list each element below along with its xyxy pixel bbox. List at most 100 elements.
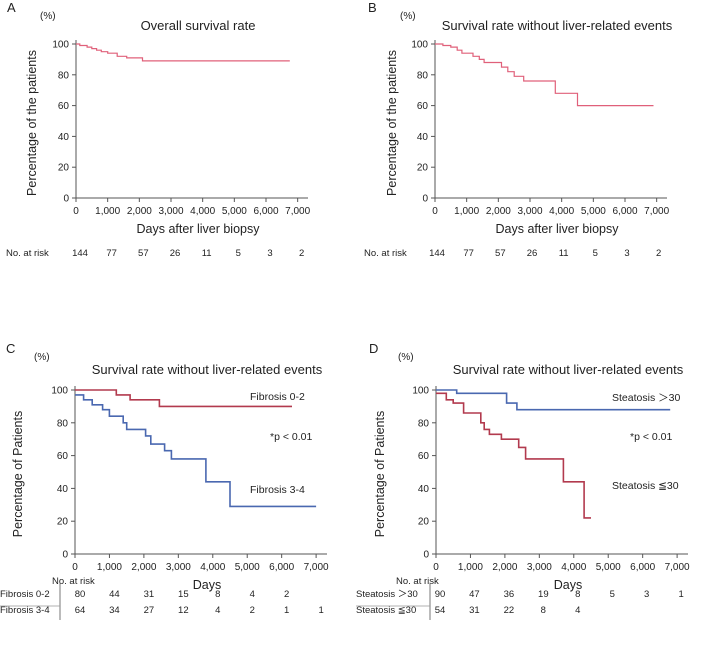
risk-value: 31 bbox=[469, 605, 480, 616]
x-tick-label: 3,000 bbox=[166, 562, 191, 573]
p-value-annotation: *p < 0.01 bbox=[630, 431, 672, 443]
risk-value: 3 bbox=[644, 589, 649, 600]
y-unit-label: (%) bbox=[400, 11, 416, 22]
chart-title: Survival rate without liver-related even… bbox=[442, 18, 673, 33]
x-tick-label: 2,000 bbox=[131, 562, 156, 573]
risk-row: 144 77 57 26 11 5 3 2 bbox=[72, 248, 304, 259]
y-axis-label: Percentage of the patients bbox=[385, 50, 399, 196]
risk-value: 1 bbox=[284, 605, 289, 616]
y-tick-label: 80 bbox=[418, 418, 430, 429]
y-tick-label: 80 bbox=[417, 70, 429, 81]
x-tick-label: 7,000 bbox=[644, 206, 669, 217]
risk-value: 8 bbox=[215, 589, 220, 600]
x-tick-label: 4,000 bbox=[561, 562, 586, 573]
risk-value: 22 bbox=[504, 605, 515, 616]
x-tick-label: 6,000 bbox=[630, 562, 655, 573]
x-tick-label: 1,000 bbox=[95, 206, 120, 217]
chart-title: Overall survival rate bbox=[141, 18, 256, 33]
y-axis-label: Percentage of Patients bbox=[11, 411, 25, 537]
risk-value: 5 bbox=[593, 248, 598, 259]
x-tick-label: 0 bbox=[433, 562, 439, 573]
risk-row-label: Fibrosis 0-2 bbox=[0, 589, 50, 600]
risk-value: 80 bbox=[75, 589, 86, 600]
x-tick-label: 6,000 bbox=[269, 562, 294, 573]
x-tick-label: 2,000 bbox=[486, 206, 511, 217]
panel-d: D (%) Survival rate without liver-related … bbox=[356, 341, 690, 620]
panel-letter: C bbox=[6, 341, 15, 356]
risk-value: 144 bbox=[429, 248, 445, 259]
risk-value: 2 bbox=[250, 605, 255, 616]
risk-value: 54 bbox=[435, 605, 446, 616]
y-unit-label: (%) bbox=[40, 11, 56, 22]
risk-value: 27 bbox=[144, 605, 155, 616]
y-axis-label: Percentage of the patients bbox=[25, 50, 39, 196]
series-line-1 bbox=[76, 43, 290, 62]
y-tick-label: 100 bbox=[52, 40, 69, 51]
risk-value: 2 bbox=[299, 248, 304, 259]
risk-row: Fibrosis 3-4 64 34 27 12 4 2 1 1 bbox=[0, 605, 324, 616]
series-label-1: Fibrosis 0-2 bbox=[250, 391, 305, 403]
risk-value: 57 bbox=[138, 248, 149, 259]
panel-a: A (%) Overall survival rate 0 20 40 60 80 100 0 1,… bbox=[6, 0, 311, 259]
x-tick-label: 6,000 bbox=[612, 206, 637, 217]
x-tick-label: 5,000 bbox=[596, 562, 621, 573]
risk-title: No. at risk bbox=[396, 576, 439, 587]
panel-b: B (%) Survival rate without liver-related … bbox=[364, 0, 673, 259]
risk-row: Steatosis ＞30 90 47 36 19 8 5 3 1 bbox=[356, 589, 684, 600]
y-tick-label: 40 bbox=[417, 132, 429, 143]
risk-row-label: Steatosis ≦30 bbox=[356, 605, 416, 616]
x-tick-label: 4,000 bbox=[549, 206, 574, 217]
y-tick-label: 60 bbox=[418, 451, 430, 462]
risk-title: No. at risk bbox=[364, 248, 407, 259]
risk-value: 8 bbox=[575, 589, 580, 600]
x-tick-label: 0 bbox=[73, 206, 79, 217]
x-tick-label: 0 bbox=[72, 562, 78, 573]
risk-title: No. at risk bbox=[52, 576, 95, 587]
risk-value: 144 bbox=[72, 248, 88, 259]
risk-value: 77 bbox=[106, 248, 117, 259]
risk-row: Fibrosis 0-2 80 44 31 15 8 4 2 bbox=[0, 589, 289, 600]
risk-value: 57 bbox=[495, 248, 506, 259]
y-tick-label: 20 bbox=[57, 517, 69, 528]
risk-value: 8 bbox=[541, 605, 546, 616]
y-tick-label: 20 bbox=[58, 163, 70, 174]
risk-row-label: Steatosis ＞30 bbox=[356, 589, 418, 600]
x-tick-label: 1,000 bbox=[97, 562, 122, 573]
x-tick-label: 2,000 bbox=[127, 206, 152, 217]
x-tick-label: 4,000 bbox=[190, 206, 215, 217]
x-tick-label: 0 bbox=[432, 206, 438, 217]
risk-value: 4 bbox=[215, 605, 220, 616]
series-line-2 bbox=[436, 392, 591, 519]
series-label-2: Fibrosis 3-4 bbox=[250, 484, 305, 496]
y-tick-label: 40 bbox=[58, 132, 70, 143]
series-line-1 bbox=[75, 389, 292, 408]
risk-value: 2 bbox=[656, 248, 661, 259]
risk-value: 4 bbox=[575, 605, 580, 616]
x-axis-label: Days bbox=[193, 578, 221, 592]
y-tick-label: 100 bbox=[412, 386, 429, 397]
x-tick-label: 3,000 bbox=[158, 206, 183, 217]
risk-value: 44 bbox=[109, 589, 120, 600]
series-line-1 bbox=[435, 43, 654, 107]
y-tick-label: 60 bbox=[57, 451, 69, 462]
risk-value: 5 bbox=[236, 248, 241, 259]
risk-value: 77 bbox=[463, 248, 474, 259]
risk-value: 26 bbox=[527, 248, 538, 259]
y-tick-label: 20 bbox=[417, 163, 429, 174]
y-tick-label: 100 bbox=[51, 386, 68, 397]
panel-letter: D bbox=[369, 341, 378, 356]
p-value-annotation: *p < 0.01 bbox=[270, 431, 312, 443]
risk-value: 1 bbox=[318, 605, 323, 616]
x-tick-label: 7,000 bbox=[665, 562, 690, 573]
x-tick-label: 3,000 bbox=[517, 206, 542, 217]
x-tick-label: 6,000 bbox=[253, 206, 278, 217]
x-tick-label: 2,000 bbox=[492, 562, 517, 573]
risk-value: 11 bbox=[559, 248, 569, 259]
x-tick-label: 3,000 bbox=[527, 562, 552, 573]
risk-value: 3 bbox=[267, 248, 272, 259]
x-tick-label: 7,000 bbox=[285, 206, 310, 217]
panel-letter: B bbox=[368, 0, 377, 15]
panel-c: C (%) Survival rate without liver-related … bbox=[0, 341, 329, 620]
risk-row: Steatosis ≦30 54 31 22 8 4 bbox=[356, 605, 580, 616]
